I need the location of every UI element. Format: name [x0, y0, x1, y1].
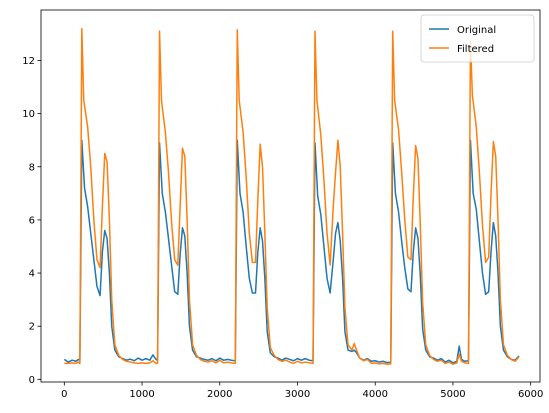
x-tick-label: 4000 [362, 389, 387, 400]
y-axis: 0 2 4 6 8 10 12 [22, 56, 41, 386]
x-tick-label: 2000 [207, 389, 232, 400]
y-tick-label: 10 [22, 109, 35, 120]
y-tick-label: 12 [22, 56, 35, 67]
y-tick-label: 6 [29, 215, 35, 226]
series-layer [63, 27, 520, 365]
y-tick-label: 4 [29, 269, 35, 280]
x-tick-label: 3000 [285, 389, 310, 400]
x-tick-label: 5000 [440, 389, 465, 400]
legend-box [420, 14, 535, 63]
series-line-filtered [64, 27, 520, 365]
y-tick-label: 8 [29, 162, 35, 173]
x-axis: 0 1000 2000 3000 4000 5000 6000 [61, 382, 543, 400]
plot-background [41, 10, 540, 382]
legend-label-original: Original [457, 25, 496, 36]
plot-area [40, 9, 541, 383]
series-line-original [63, 139, 520, 364]
x-tick-label: 1000 [129, 389, 154, 400]
legend-label-filtered: Filtered [457, 44, 494, 55]
y-tick-label: 2 [29, 322, 35, 333]
plot-frame [40, 9, 541, 383]
x-tick-label: 6000 [518, 389, 543, 400]
legend: Original Filtered [420, 14, 535, 63]
y-tick-label: 0 [29, 375, 35, 386]
x-tick-label: 0 [61, 389, 67, 400]
